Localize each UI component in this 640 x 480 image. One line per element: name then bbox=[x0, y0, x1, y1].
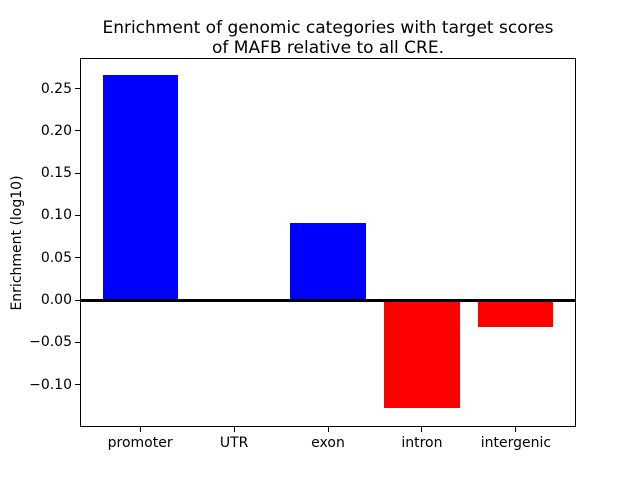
bar-intergenic bbox=[478, 300, 554, 328]
y-tick-mark bbox=[75, 88, 80, 89]
x-tick-mark bbox=[139, 427, 141, 432]
bar-intron bbox=[384, 300, 460, 409]
zero-line bbox=[80, 298, 576, 302]
y-tick-mark bbox=[75, 130, 80, 132]
y-tick-mark bbox=[75, 172, 80, 174]
y-tick-mark bbox=[75, 384, 80, 386]
bar-exon bbox=[290, 223, 366, 300]
y-tick-mark bbox=[75, 299, 80, 301]
y-tick-label: −0.10 bbox=[29, 376, 72, 393]
x-tick-label-exon: exon bbox=[311, 435, 345, 451]
x-tick-mark bbox=[421, 427, 423, 432]
y-tick-label: 0.20 bbox=[40, 122, 72, 139]
x-tick-label-UTR: UTR bbox=[219, 435, 249, 451]
y-tick-mark bbox=[75, 214, 80, 216]
x-tick-label-promoter: promoter bbox=[107, 435, 173, 451]
y-tick-label: 0.00 bbox=[40, 292, 72, 309]
x-tick-mark bbox=[515, 427, 517, 432]
x-tick-label-intron: intron bbox=[401, 435, 443, 451]
y-tick-label: −0.05 bbox=[29, 334, 72, 351]
x-tick-mark bbox=[233, 427, 235, 432]
y-tick-mark bbox=[75, 341, 80, 343]
y-tick-label: 0.25 bbox=[40, 80, 72, 97]
bar-promoter bbox=[102, 74, 178, 300]
y-tick-label: 0.15 bbox=[40, 165, 72, 182]
y-tick-label: 0.05 bbox=[40, 249, 72, 266]
y-tick-mark bbox=[75, 257, 80, 259]
y-tick-label: 0.10 bbox=[40, 207, 72, 224]
chart-title: Enrichment of genomic categories with ta… bbox=[102, 18, 554, 58]
x-tick-mark bbox=[327, 427, 329, 432]
x-tick-label-intergenic: intergenic bbox=[480, 435, 552, 451]
